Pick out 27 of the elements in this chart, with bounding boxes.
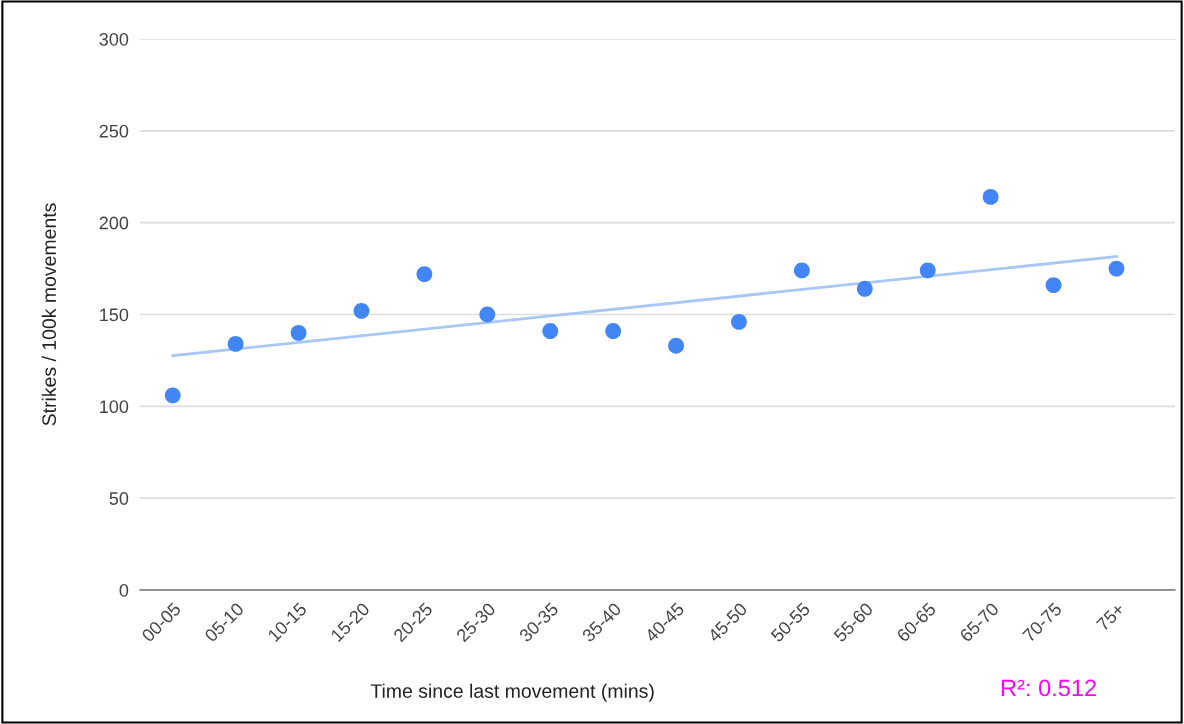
x-axis-title: Time since last movement (mins) <box>370 683 654 702</box>
y-tick-label: 100 <box>100 400 129 414</box>
point <box>164 387 181 404</box>
x-tick-label: 75+ <box>1095 602 1126 632</box>
point <box>353 302 370 319</box>
point <box>605 323 622 339</box>
y-axis-title: Strikes / 100k movements <box>41 203 57 426</box>
y-tick-label: 50 <box>109 492 129 505</box>
y-tick-label: 200 <box>99 216 129 230</box>
point <box>919 262 936 279</box>
point <box>416 266 433 283</box>
point <box>542 323 559 339</box>
y-tick-label: 250 <box>99 124 129 138</box>
point <box>479 306 496 323</box>
point <box>793 262 810 279</box>
point <box>856 280 873 297</box>
point <box>982 189 999 205</box>
point <box>731 313 747 330</box>
point <box>1045 277 1062 294</box>
y-tick-label: 0 <box>119 583 129 597</box>
text: R²: 0.512 <box>1001 679 1096 697</box>
point <box>668 337 684 354</box>
y-tick-label: 300 <box>99 32 129 46</box>
point <box>1108 260 1125 277</box>
point <box>290 324 307 341</box>
point <box>227 335 244 352</box>
y-tick-label: 150 <box>100 308 129 322</box>
